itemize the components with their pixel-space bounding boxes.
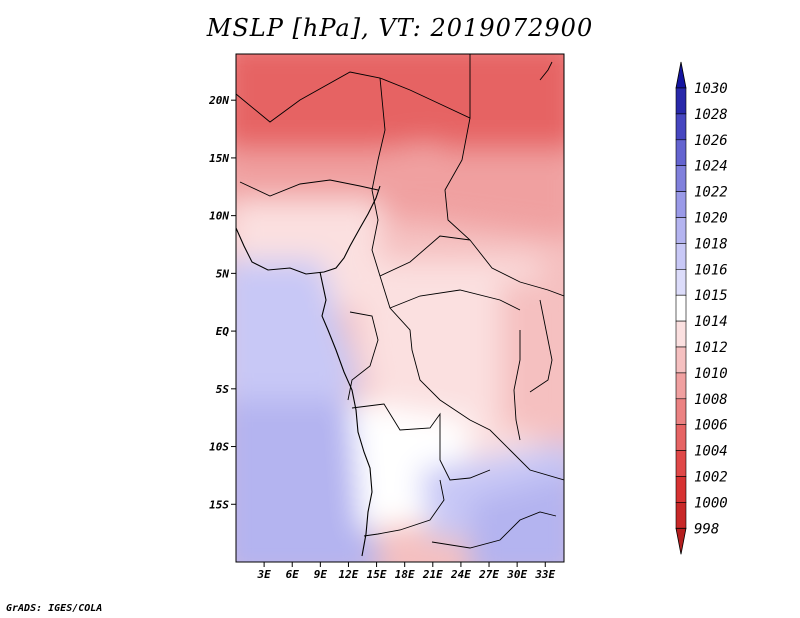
y-axis: 20N 15N 10N 5N EQ 5S 10S 15S [208, 94, 236, 511]
colorbar-box [675, 346, 687, 374]
colorbar-label: 1008 [694, 392, 728, 408]
y-tick-label: 5S [216, 383, 230, 396]
x-tick-label: 27E [478, 568, 499, 581]
x-tick-label: 12E [339, 568, 359, 581]
x-tick-label: 33E [534, 568, 555, 581]
colorbar-label: 1020 [694, 211, 728, 227]
region-sahara-nw [236, 54, 479, 160]
x-axis: 3E 6E 9E 12E 15E 18E 21E 24E 27E 30E 33E [256, 562, 556, 581]
colorbar-box [675, 398, 687, 425]
x-tick-label: 15E [367, 568, 387, 581]
region-mozambique [470, 474, 564, 562]
colorbar-label: 1022 [694, 185, 728, 201]
colorbar-box [675, 294, 687, 322]
colorbar-box [675, 502, 687, 529]
region-gulf-guinea [236, 260, 360, 420]
x-tick-label: 6E [286, 568, 300, 581]
y-tick-label: 5N [216, 267, 230, 280]
colorbar-label: 1024 [694, 159, 728, 175]
colorbar-box [675, 165, 687, 192]
pressure-field-map [236, 54, 564, 562]
colorbar-label: 1028 [694, 107, 728, 123]
colorbar-over-triangle [675, 61, 687, 89]
colorbar-box [675, 450, 687, 477]
colorbar-label: 1016 [694, 262, 728, 278]
colorbar-label: 1015 [694, 288, 728, 304]
colorbar-box [675, 217, 687, 244]
y-tick-label: 15S [209, 498, 229, 511]
colorbar-label: 1012 [694, 340, 728, 356]
colorbar-under-triangle [675, 527, 687, 555]
colorbar-box [675, 243, 687, 270]
coastlines [236, 185, 381, 557]
colorbar-box [675, 320, 687, 348]
y-tick-label: 10S [209, 441, 229, 454]
region-east-africa [500, 280, 564, 438]
colorbar-label: 1018 [694, 236, 728, 252]
colorbar-box [675, 87, 687, 115]
region-sahel [236, 150, 564, 238]
x-tick-label: 18E [395, 568, 415, 581]
map-frame [235, 53, 565, 563]
colorbar-box [675, 139, 687, 167]
y-tick-label: 15N [209, 152, 229, 165]
colorbar-label: 1004 [694, 444, 728, 460]
colorbar-box [675, 268, 687, 296]
y-tick-label: 10N [209, 210, 229, 223]
colorbar-label: 1006 [694, 418, 728, 434]
x-tick-label: 9E [314, 568, 328, 581]
colorbar-label: 1000 [694, 495, 728, 511]
x-tick-label: 3E [256, 568, 271, 581]
colorbar-box [675, 372, 687, 400]
colorbar: 1030 1028 1026 1024 1022 1020 1018 1016 1015 1014… [675, 61, 728, 555]
colorbar-box [675, 113, 687, 141]
y-tick-label: 20N [208, 94, 229, 107]
colorbar-box [675, 424, 687, 451]
colorbar-box [675, 476, 687, 503]
x-tick-label: 30E [506, 568, 527, 581]
colorbar-label: 998 [694, 521, 719, 537]
x-tick-label: 21E [422, 568, 443, 581]
country-borders [236, 54, 564, 549]
chart-title: MSLP [hPa], VT: 2019072900 [206, 14, 594, 42]
colorbar-label: 1010 [694, 366, 728, 382]
colorbar-label: 1030 [694, 81, 728, 97]
colorbar-box [675, 191, 687, 218]
colorbar-label: 1014 [694, 314, 728, 330]
colorbar-label: 1026 [694, 133, 728, 149]
footer-credit: GrADS: IGES/COLA [6, 603, 103, 614]
colorbar-label: 1002 [694, 470, 728, 486]
y-tick-label: EQ [216, 325, 230, 338]
x-tick-label: 24E [450, 568, 471, 581]
region-south-atlantic [236, 400, 378, 562]
